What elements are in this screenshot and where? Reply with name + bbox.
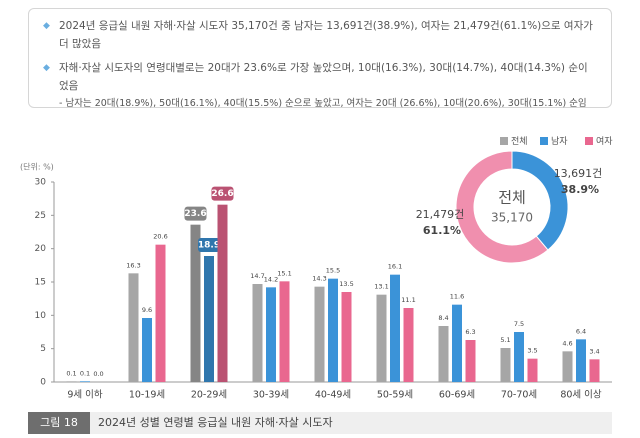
legend-label: 전체 [511,136,528,147]
value-label-box [211,186,234,201]
bar [514,332,524,382]
value-label: 0.1 [80,369,90,377]
bar [314,286,325,382]
value-label: 11.6 [450,293,464,301]
bar [390,274,400,382]
y-tick-label: 20 [35,244,47,254]
bar [80,381,90,382]
caption-bar [28,412,612,434]
donut-total: 35,170 [491,211,533,225]
x-tick-label: 40-49세 [315,390,351,401]
bar [142,318,152,382]
bar [452,304,462,382]
x-tick-label: 10-19세 [129,390,165,401]
value-label: 14.7 [250,272,264,280]
bar [403,308,414,382]
x-tick-label: 60-69세 [439,390,475,401]
y-tick-label: 25 [35,211,46,221]
value-label: 13.5 [339,280,353,288]
bar [155,244,166,382]
value-label: 8.4 [438,314,448,322]
y-tick-label: 5 [40,344,46,354]
x-tick-label: 20-29세 [191,390,227,401]
value-label-box [184,206,207,221]
caption-text: 2024년 성별 연령별 응급실 내원 자해·자살 시도자 [98,415,333,429]
donut-value-label: 21,479건 [416,208,465,221]
bar [190,224,201,382]
donut-value-label: 13,691건 [554,167,603,180]
value-label: 0.0 [93,370,103,378]
legend-swatch [540,137,548,145]
value-label: 6.3 [465,328,475,336]
value-label: 15.5 [326,267,340,275]
sub-bullet: - 남자는 20대(18.9%), 50대(16.1%), 40대(15.5%)… [59,98,587,109]
x-tick-label: 50-59세 [377,390,413,401]
value-label: 5.1 [500,336,510,344]
value-label: 9.6 [142,306,152,314]
summary-box: 2024년 응급실 내원 자해·자살 시도자 35,170건 중 남자는 13,… [28,8,612,109]
value-label: 26.6 [211,189,233,199]
value-label: 0.1 [66,369,76,377]
bar [217,204,228,382]
bar [66,381,77,382]
value-label: 13.1 [374,283,388,291]
caption-label-box [28,412,90,434]
value-label: 11.1 [401,296,415,304]
donut-percent-label: 38.9% [561,183,599,196]
donut-hole [474,169,550,245]
x-tick-label: 70-70세 [501,390,537,401]
bar [376,294,387,382]
bar [576,339,586,382]
value-label-box [198,238,220,252]
value-label: 16.3 [126,261,140,269]
legend-label: 여자 [596,135,613,147]
value-label: 20.6 [153,233,167,241]
bar [204,256,214,382]
bar [527,358,538,382]
donut-percent-label: 61.1% [423,224,461,237]
legend-swatch [585,137,593,145]
bar [128,273,139,382]
bar [500,348,511,382]
donut-title: 전체 [498,189,526,207]
y-tick-label: 0 [40,378,46,388]
bar [562,351,573,382]
value-label: 3.4 [589,347,599,355]
value-label: 18.9 [198,241,220,251]
bullet: 자해·자살 시도자의 연령대별로는 20대가 23.6%로 가장 높았으며, 1… [43,59,597,95]
value-label: 23.6 [184,209,206,219]
bar [328,278,338,382]
bar [465,340,476,382]
value-label: 6.4 [576,327,586,335]
x-tick-label: 9세 이하 [67,389,103,401]
legend-swatch [500,137,508,145]
bar [589,359,600,382]
value-label: 16.1 [388,263,402,271]
y-tick-label: 10 [35,311,47,321]
legend-label: 남자 [551,136,568,147]
bar [279,281,290,382]
value-label: 7.5 [514,320,524,328]
value-label: 4.6 [562,339,572,347]
value-label: 15.1 [277,269,291,277]
x-tick-label: 80세 이상 [560,390,602,401]
y-tick-label: 30 [35,178,47,188]
bar [438,326,449,382]
y-tick-label: 15 [35,278,46,288]
bullet: 2024년 응급실 내원 자해·자살 시도자 35,170건 중 남자는 13,… [43,17,597,53]
bar [252,284,263,382]
x-tick-label: 30-39세 [253,390,289,401]
y-unit: (단위: %) [20,162,54,172]
bar [341,292,352,382]
value-label: 3.5 [527,347,537,355]
value-label: 14.3 [312,275,326,283]
caption-label: 그림 18 [40,416,78,429]
bar [266,287,276,382]
value-label: 14.2 [264,275,278,283]
